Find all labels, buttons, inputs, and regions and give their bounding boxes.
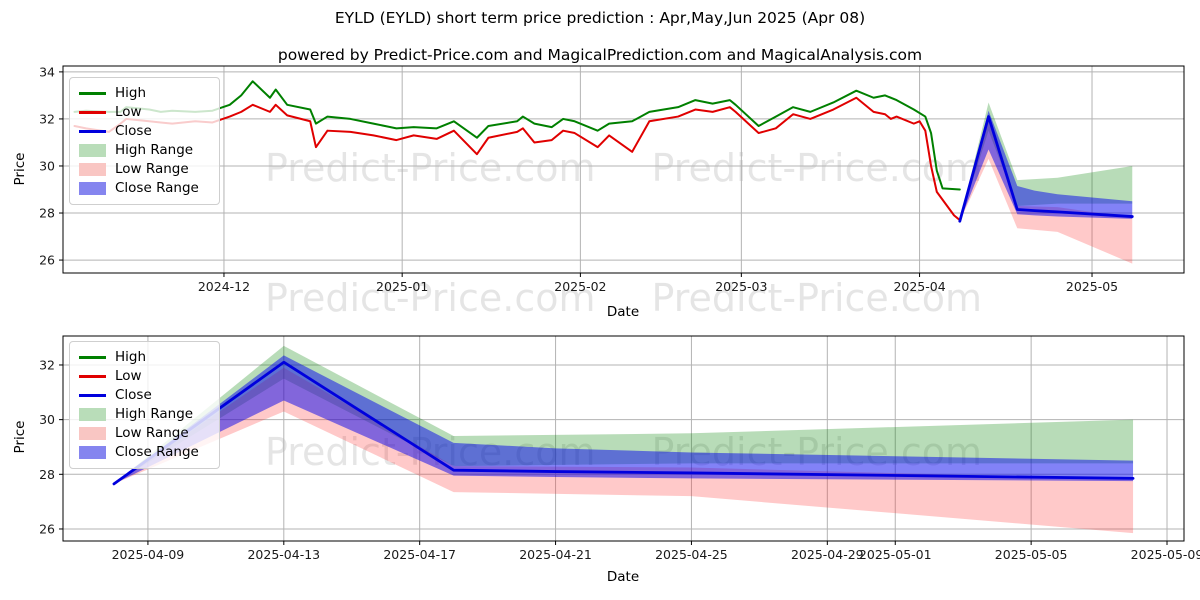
low-range-band (113, 367, 1134, 534)
chart-subtitle: powered by Predict-Price.com and Magical… (277, 46, 923, 64)
legend-patch-swatch (79, 427, 106, 440)
legend-patch-swatch (79, 144, 106, 157)
legend-item-low: Low (79, 103, 210, 122)
chart-title: EYLD (EYLD) short term price prediction … (334, 9, 866, 27)
legend-item-high: High (79, 84, 210, 103)
legend-item-label: Close Range (115, 444, 199, 460)
close-range-band (959, 110, 1133, 222)
x-tick-label: 2025-02 (554, 279, 606, 294)
legend-item-label: Low Range (115, 425, 189, 441)
legend-bottom-chart: High Low Close High Range Low Range Close Ran… (69, 341, 220, 469)
y-tick-label: 34 (39, 64, 55, 79)
legend-item-label: Close (115, 123, 152, 139)
legend-line-swatch (79, 375, 106, 378)
legend-item-label: High Range (115, 406, 194, 422)
close-line (958, 115, 1134, 223)
x-tick-label: 2025-04-29 (791, 547, 864, 562)
chart-forecast: 2025-04-09 2025-04-13 2025-04-17 2025-04-21… (39, 335, 1200, 562)
close-line (112, 360, 1135, 486)
x-tick-label: 2024-12 (198, 279, 250, 294)
x-tick-label: 2025-04-25 (655, 547, 728, 562)
legend-line-swatch (79, 394, 106, 397)
y-tick-label: 26 (39, 521, 55, 536)
y-axis-label-top-chart: Price (12, 152, 28, 186)
x-tick-label: 2025-03 (715, 279, 767, 294)
legend-patch-swatch (79, 182, 106, 195)
legend-item-close-range: Close Range (79, 179, 210, 198)
legend-line-swatch (79, 92, 106, 95)
y-tick-label: 26 (39, 253, 55, 268)
plot-border (62, 65, 1185, 274)
y-axis-label-bottom-chart: Price (12, 420, 28, 454)
legend-item-label: High (115, 349, 147, 365)
x-tick-label: 2025-05-01 (859, 547, 932, 562)
y-tick-label: 32 (39, 357, 55, 372)
x-tick-label: 2025-01 (376, 279, 428, 294)
legend-patch-swatch (79, 408, 106, 421)
low-range-band (959, 121, 1133, 264)
x-tick-label: 2025-04-09 (112, 547, 185, 562)
legend-item-label: Close Range (115, 180, 199, 196)
legend-item-high: High (79, 348, 210, 367)
y-tick-label: 28 (39, 467, 55, 482)
legend-patch-swatch (79, 163, 106, 176)
x-axis-label-top-chart: Date (606, 304, 640, 320)
legend-item-low: Low (79, 367, 210, 386)
y-tick-label: 30 (39, 412, 55, 427)
y-tick-label: 30 (39, 158, 55, 173)
legend-line-swatch (79, 356, 106, 359)
close-range-band (113, 355, 1134, 484)
x-axis-label-bottom-chart: Date (606, 569, 640, 585)
x-tick-label: 2025-05-05 (995, 547, 1068, 562)
x-tick-label: 2025-04-21 (519, 547, 592, 562)
low-line (73, 96, 961, 222)
y-tick-label: 32 (39, 111, 55, 126)
legend-item-close: Close (79, 122, 210, 141)
legend-item-label: Low (115, 104, 142, 120)
high-range-band (959, 102, 1133, 222)
x-tick-label: 2025-04 (893, 279, 945, 294)
high-range-band (113, 345, 1134, 484)
legend-line-swatch (79, 111, 106, 114)
legend-item-label: Low Range (115, 161, 189, 177)
legend-item-label: Close (115, 387, 152, 403)
legend-item-high-range: High Range (79, 141, 210, 160)
plot-border (62, 335, 1185, 542)
legend-item-label: High (115, 85, 147, 101)
legend-patch-swatch (79, 446, 106, 459)
legend-item-low-range: Low Range (79, 160, 210, 179)
legend-item-low-range: Low Range (79, 424, 210, 443)
x-tick-label: 2025-04-17 (383, 547, 456, 562)
x-tick-label: 2025-05-09 (1131, 547, 1200, 562)
x-tick-label: 2025-04-13 (247, 547, 320, 562)
legend-top-chart: High Low Close High Range Low Range Close Ran… (69, 77, 220, 205)
legend-item-high-range: High Range (79, 405, 210, 424)
legend-item-label: Low (115, 368, 142, 384)
x-tick-label: 2025-05 (1066, 279, 1118, 294)
legend-line-swatch (79, 130, 106, 133)
y-tick-label: 28 (39, 206, 55, 221)
legend-item-close: Close (79, 386, 210, 405)
legend-item-close-range: Close Range (79, 443, 210, 462)
legend-item-label: High Range (115, 142, 194, 158)
